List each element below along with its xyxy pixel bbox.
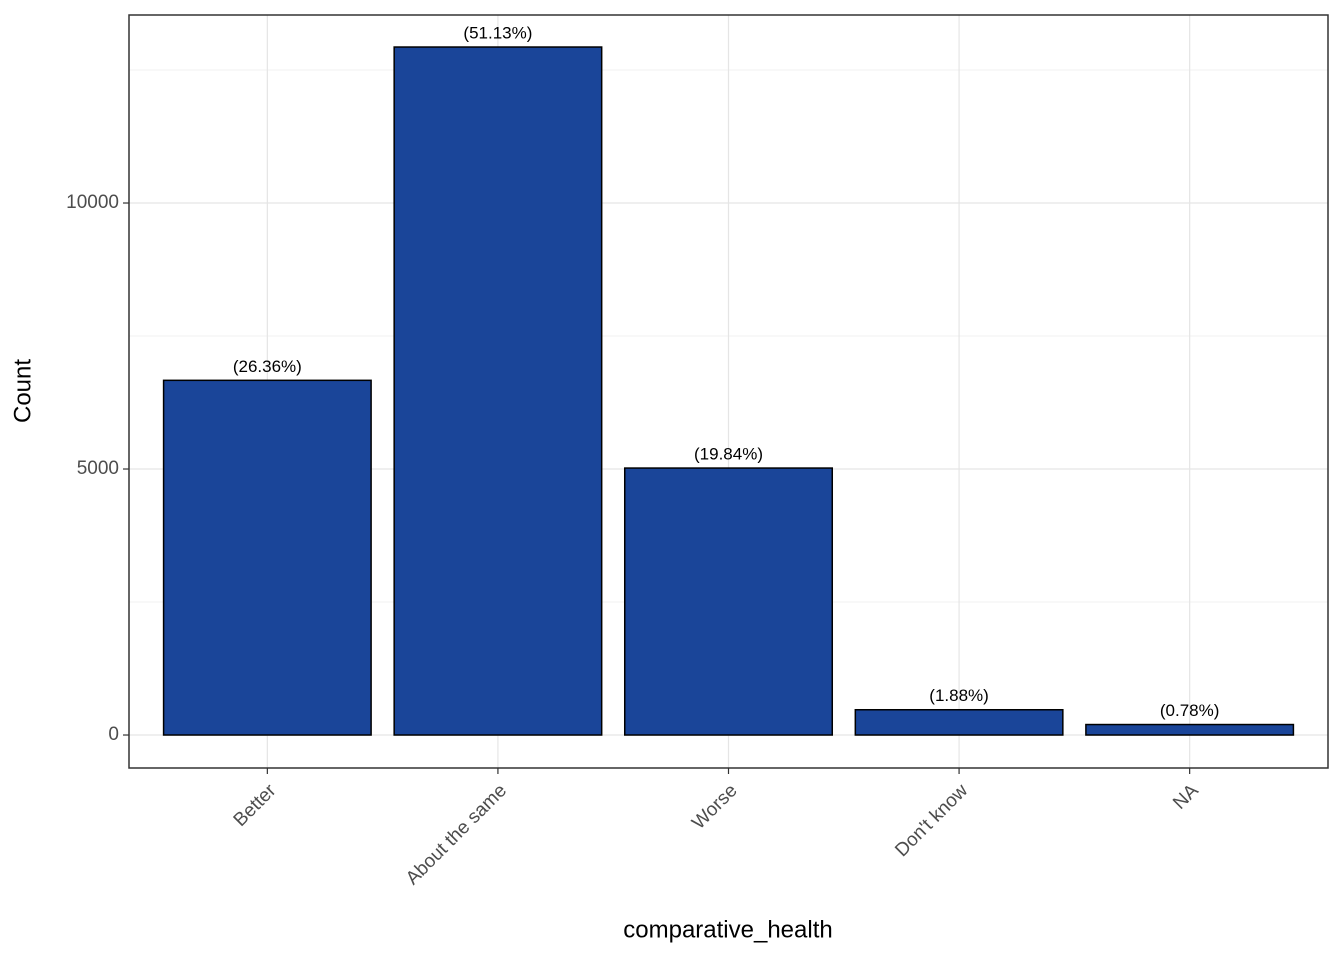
data-label: (26.36%) xyxy=(233,357,302,376)
y-tick-label: 0 xyxy=(108,724,119,745)
data-label: (0.78%) xyxy=(1160,701,1220,720)
data-label: (19.84%) xyxy=(694,445,763,464)
data-label: (51.13%) xyxy=(463,24,532,43)
bar xyxy=(854,708,1064,736)
y-tick-label: 10000 xyxy=(66,192,119,213)
x-tick-label: Worse xyxy=(688,780,741,833)
x-tick-label: About the same xyxy=(402,780,511,889)
x-tick-label: Don't know xyxy=(891,780,972,861)
bar xyxy=(1085,723,1295,736)
y-tick-label: 5000 xyxy=(77,458,119,479)
bar xyxy=(393,46,603,736)
x-axis-title: comparative_health xyxy=(623,916,832,943)
data-label: (1.88%) xyxy=(929,686,989,705)
y-axis-title: Count xyxy=(9,359,36,423)
x-tick-label: NA xyxy=(1169,780,1203,814)
plot-border xyxy=(128,14,1329,769)
bar xyxy=(162,379,372,736)
bar xyxy=(623,467,834,736)
x-tick-label: Better xyxy=(230,780,281,831)
